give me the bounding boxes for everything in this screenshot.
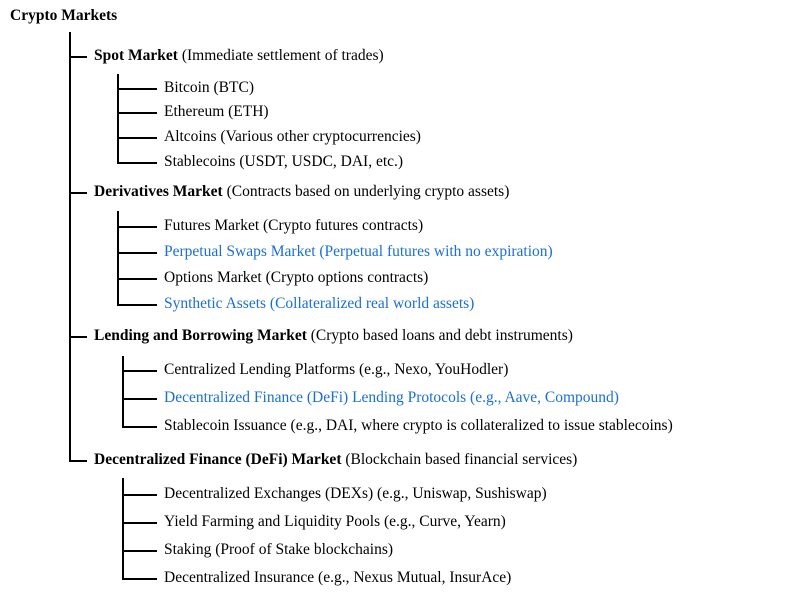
category-description: (Contracts based on underlying crypto as… [226,183,510,200]
leaf-item: Stablecoin Issuance (e.g., DAI, where cr… [164,417,673,434]
leaf-line [117,162,157,164]
leaf-item: Centralized Lending Platforms (e.g., Nex… [164,361,509,378]
leaf-item-highlighted: Perpetual Swaps Market (Perpetual future… [164,243,553,260]
leaf-line [122,494,157,496]
leaf-line [122,550,157,552]
leaf-line [117,137,157,139]
leaf-item-highlighted: Decentralized Finance (DeFi) Lending Pro… [164,389,619,406]
leaf-line [117,252,157,254]
leaf-item: Altcoins (Various other cryptocurrencies… [164,128,421,145]
leaf-item: Futures Market (Crypto futures contracts… [164,217,424,234]
leaf-line [117,304,157,306]
leaf-line [117,112,157,114]
leaf-line [122,578,157,580]
leaf-line [122,370,157,372]
tree-root-title: Crypto Markets [10,7,118,24]
leaf-line [117,278,157,280]
category-name: Spot Market [94,47,178,64]
category-name: Derivatives Market [94,183,223,200]
leaf-line [122,426,157,428]
leaf-line [122,522,157,524]
sub-trunk-defi-market [122,478,124,580]
leaf-item-highlighted: Synthetic Assets (Collateralized real wo… [164,295,475,312]
root-trunk-line [69,32,71,462]
leaf-item: Bitcoin (BTC) [164,79,254,96]
leaf-item: Staking (Proof of Stake blockchains) [164,541,394,558]
leaf-item: Decentralized Insurance (e.g., Nexus Mut… [164,569,512,586]
leaf-item: Options Market (Crypto options contracts… [164,269,429,286]
sub-trunk-derivatives-market [117,211,119,306]
category-description: (Immediate settlement of trades) [181,47,384,64]
branch-line-lending-market [69,336,87,338]
leaf-item: Stablecoins (USDT, USDC, DAI, etc.) [164,153,404,170]
leaf-item: Decentralized Exchanges (DEXs) (e.g., Un… [164,485,547,502]
category-description: (Blockchain based financial services) [345,451,578,468]
category-spot-market: Spot Market (Immediate settlement of tra… [94,46,384,66]
category-lending-borrowing-market: Lending and Borrowing Market (Crypto bas… [94,326,573,346]
category-name: Decentralized Finance (DeFi) Market [94,451,342,468]
leaf-item: Yield Farming and Liquidity Pools (e.g.,… [164,513,506,530]
sub-trunk-spot-market [117,74,119,164]
sub-trunk-lending-market [122,356,124,428]
leaf-line [122,398,157,400]
branch-line-defi-market [69,460,87,462]
branch-line-spot-market [69,56,87,58]
branch-line-derivatives-market [69,192,87,194]
category-defi-market: Decentralized Finance (DeFi) Market (Blo… [94,450,577,470]
leaf-line [117,226,157,228]
category-description: (Crypto based loans and debt instruments… [310,327,573,344]
leaf-line [117,88,157,90]
category-name: Lending and Borrowing Market [94,327,307,344]
leaf-item: Ethereum (ETH) [164,103,269,120]
category-derivatives-market: Derivatives Market (Contracts based on u… [94,182,509,202]
